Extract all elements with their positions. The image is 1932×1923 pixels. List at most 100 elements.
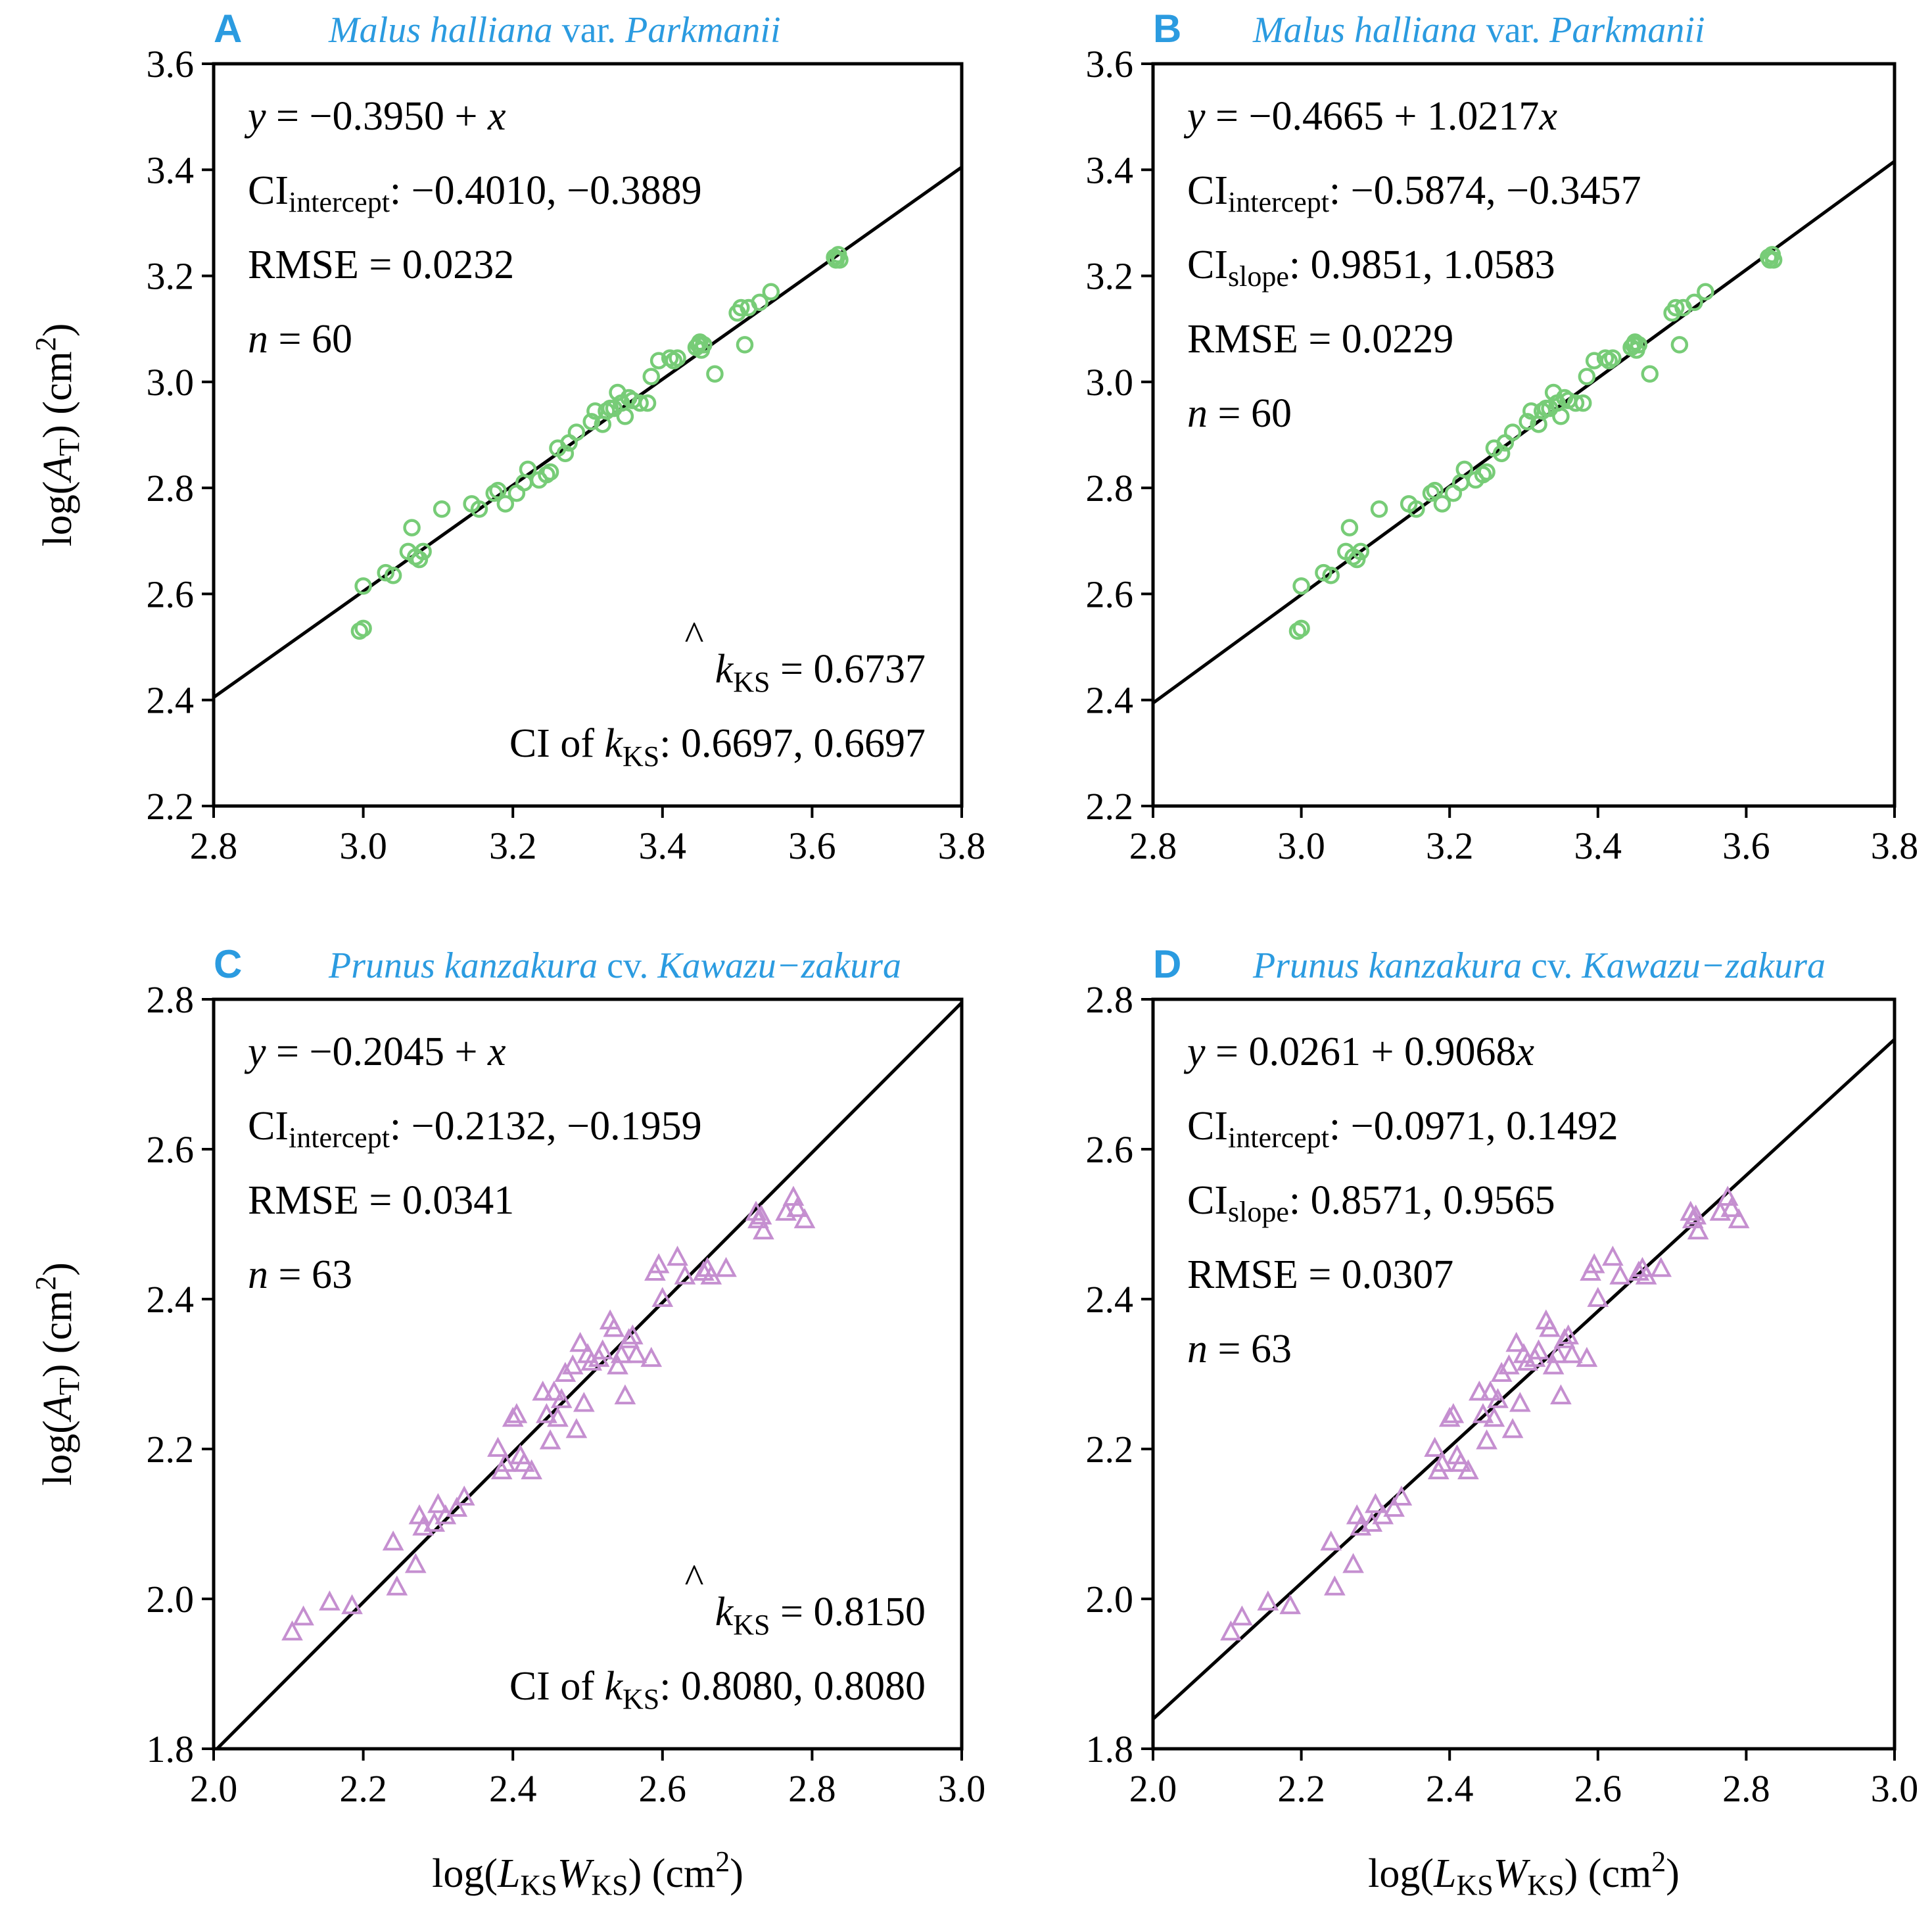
data-point xyxy=(281,1620,303,1641)
data-point xyxy=(607,1354,628,1375)
x-tick-label: 2.0 xyxy=(1129,1767,1177,1810)
data-point xyxy=(1578,368,1596,386)
data-point xyxy=(494,1452,517,1472)
data-point xyxy=(732,298,750,317)
data-point xyxy=(1519,413,1536,431)
data-point xyxy=(1666,298,1685,317)
x-tick-label: 3.4 xyxy=(1574,824,1622,867)
data-point xyxy=(384,566,402,584)
data-point xyxy=(1279,1594,1302,1615)
data-point xyxy=(1650,1256,1672,1277)
data-point xyxy=(640,1346,663,1367)
data-point xyxy=(1670,336,1689,354)
panel-title: Malus halliana var. Parkmanii xyxy=(1252,10,1705,51)
data-point xyxy=(1292,619,1310,638)
fit-line xyxy=(1153,1038,1895,1721)
fit-equation: y = −0.4665 + 1.0217x xyxy=(1183,94,1557,139)
fit-equation: y = 0.0261 + 0.9068x xyxy=(1183,1030,1534,1074)
ci-intercept: CIintercept: −0.0971, 0.1492 xyxy=(1187,1104,1618,1154)
y-tick-label: 3.0 xyxy=(1086,361,1134,404)
data-point xyxy=(1478,463,1496,481)
data-point xyxy=(1583,1253,1605,1273)
ci-intercept: CIintercept: −0.4010, −0.3889 xyxy=(248,168,702,218)
data-point xyxy=(382,1530,404,1551)
data-point xyxy=(550,1388,573,1408)
panel-label: C xyxy=(214,942,242,986)
y-axis-label: log(AT) (cm2) xyxy=(30,1262,85,1486)
y-tick-label: 2.0 xyxy=(1086,1578,1134,1621)
data-point xyxy=(573,1392,595,1412)
x-tick-label: 2.6 xyxy=(639,1767,687,1810)
data-point xyxy=(1431,1452,1453,1472)
x-axis-label: log(LKSWKS) (cm2) xyxy=(432,1845,743,1901)
data-point xyxy=(1472,1403,1494,1423)
y-tick-label: 2.8 xyxy=(1086,978,1134,1021)
data-point xyxy=(1509,1392,1531,1412)
x-tick-label: 3.0 xyxy=(1277,824,1325,867)
data-point xyxy=(404,1553,427,1573)
y-tick-label: 1.8 xyxy=(147,1728,195,1770)
data-point xyxy=(487,1436,509,1457)
data-point xyxy=(618,1328,640,1348)
y-tick-label: 2.4 xyxy=(147,1278,195,1321)
y-tick-label: 2.4 xyxy=(1086,679,1134,722)
ci-k: CI of kKS: 0.6697, 0.6697 xyxy=(509,721,926,772)
data-point xyxy=(1390,1485,1413,1506)
x-tick-label: 2.8 xyxy=(1722,1767,1770,1810)
data-point xyxy=(433,500,451,518)
y-tick-label: 2.2 xyxy=(1086,785,1134,828)
data-point xyxy=(543,1380,565,1401)
data-point xyxy=(793,1208,816,1229)
data-point xyxy=(1492,444,1511,462)
data-point xyxy=(651,1287,674,1307)
data-point xyxy=(1505,1331,1528,1352)
data-point xyxy=(1539,1317,1561,1337)
x-tick-label: 2.8 xyxy=(190,824,238,867)
data-point xyxy=(695,336,713,354)
data-point xyxy=(1574,394,1592,412)
data-point xyxy=(1720,1197,1743,1218)
plot-frame xyxy=(212,997,964,1751)
data-point xyxy=(1457,1459,1479,1480)
data-point xyxy=(521,1459,542,1480)
y-tick-label: 3.0 xyxy=(147,361,195,404)
data-point xyxy=(1546,1342,1568,1364)
sample-size: n = 63 xyxy=(1187,1327,1292,1371)
x-tick-label: 2.2 xyxy=(339,1767,387,1810)
data-point xyxy=(293,1605,314,1626)
data-point xyxy=(1365,1492,1386,1513)
data-point xyxy=(1383,1496,1405,1517)
panel-title: Prunus kanzakura cv. Kawazu−zakura xyxy=(328,945,901,986)
data-point xyxy=(1424,1436,1446,1457)
y-tick-label: 3.4 xyxy=(1086,149,1134,191)
panel-label: A xyxy=(214,7,242,51)
fit-line xyxy=(214,1001,962,1749)
data-point xyxy=(319,1590,341,1611)
data-point xyxy=(1697,283,1714,301)
x-axis-label: log(LKSWKS) (cm2) xyxy=(1368,1845,1680,1901)
data-point xyxy=(1449,1452,1472,1472)
y-tick-label: 2.2 xyxy=(147,785,195,828)
data-point xyxy=(1550,1384,1572,1405)
data-point xyxy=(1557,1324,1580,1344)
data-point xyxy=(1455,460,1474,479)
y-tick-label: 3.4 xyxy=(147,149,195,191)
data-point xyxy=(496,495,515,513)
data-point xyxy=(1433,495,1451,513)
y-axis-label: log(AT) (cm2) xyxy=(30,323,85,547)
sample-size: n = 60 xyxy=(1187,391,1292,436)
y-tick-label: 1.8 xyxy=(1086,1728,1134,1770)
data-points xyxy=(1288,246,1783,640)
data-point xyxy=(541,463,559,481)
data-point xyxy=(565,1417,588,1438)
data-point xyxy=(1685,293,1703,312)
data-point xyxy=(1438,1406,1461,1427)
y-tick-label: 2.8 xyxy=(1086,467,1134,510)
x-tick-label: 2.4 xyxy=(1426,1767,1474,1810)
data-point xyxy=(580,1350,603,1371)
y-tick-label: 2.4 xyxy=(147,679,195,722)
data-point xyxy=(556,444,575,462)
y-tick-label: 3.2 xyxy=(147,255,195,298)
y-tick-label: 2.8 xyxy=(147,467,195,510)
data-point xyxy=(1635,1264,1657,1285)
